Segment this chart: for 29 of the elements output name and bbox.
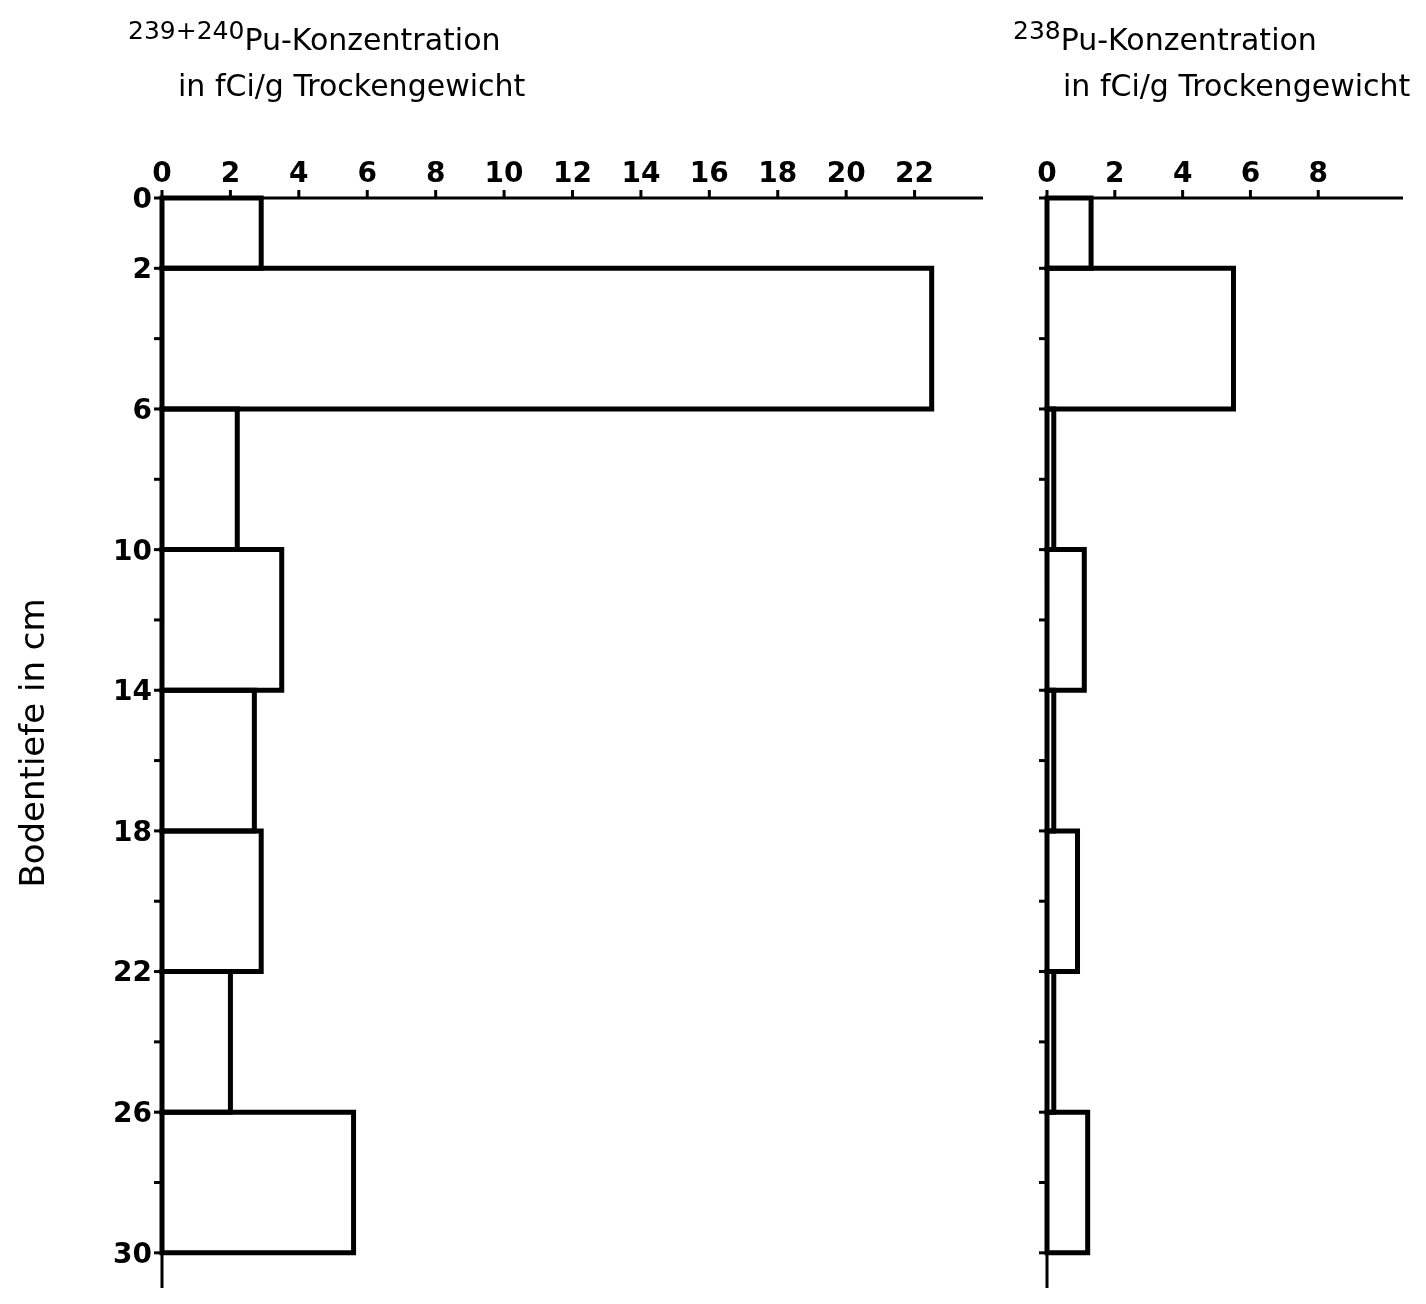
x-axis-title: $^{239+240}$Pu-Konzentration in fCi/g Trockengewicht [128, 15, 527, 105]
y-tick-label: 0 [132, 181, 152, 215]
x-tick-label: 8 [425, 156, 446, 189]
x-tick-label: 2 [220, 156, 241, 189]
y-tick-label: 26 [113, 1096, 152, 1130]
x-tick-label: 20 [826, 156, 866, 189]
y-tick-label: 2 [132, 252, 152, 286]
y-axis-title: Bodentiefe in cm [12, 598, 53, 888]
x-tick-label: 8 [1308, 156, 1328, 189]
x-axis-title: $^{238}$Pu-Konzentration in fCi/g Trockengewicht [1013, 15, 1412, 105]
x-tick-label: 0 [1037, 156, 1057, 189]
y-tick-label: 18 [113, 814, 152, 848]
y-tick-label: 30 [113, 1236, 152, 1270]
y-tick-label: 14 [113, 674, 152, 708]
x-tick-label: 12 [553, 156, 592, 189]
x-tick-label: 10 [484, 156, 524, 189]
y-tick-label: 22 [113, 955, 152, 989]
x-tick-label: 14 [621, 156, 661, 189]
x-tick-label: 4 [289, 156, 309, 189]
x-tick-label: 22 [895, 156, 935, 189]
x-tick-label: 18 [758, 156, 798, 189]
x-tick-label: 6 [1240, 156, 1261, 189]
x-tick-label: 4 [1172, 156, 1193, 189]
x-tick-label: 16 [689, 156, 729, 189]
x-tick-label: 6 [357, 156, 377, 189]
x-tick-label: 0 [152, 156, 172, 189]
x-tick-label: 2 [1105, 156, 1125, 189]
y-tick-label: 10 [113, 533, 152, 567]
y-tick-label: 6 [132, 392, 152, 426]
